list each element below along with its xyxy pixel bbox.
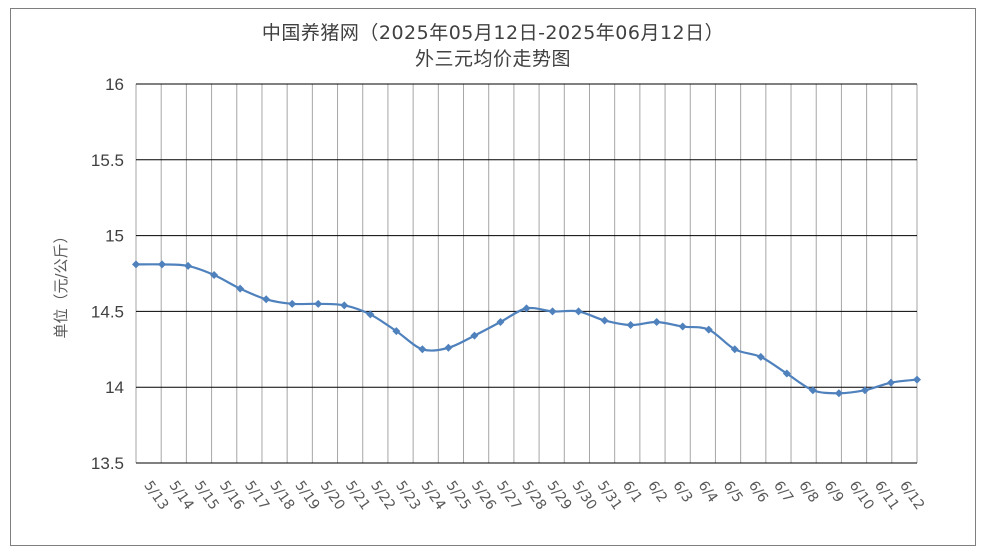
data-point-marker: [522, 304, 531, 313]
x-tick-label: 5/15: [191, 478, 222, 513]
x-tick-label: 5/28: [518, 478, 549, 513]
data-point-marker: [158, 260, 167, 269]
chart-title-line2: 外三元均价走势图: [414, 48, 571, 70]
x-tick-label: 6/3: [669, 478, 695, 506]
data-point-marker: [756, 352, 765, 361]
x-tick-label: 5/16: [216, 478, 247, 513]
grid-lines: [135, 83, 918, 464]
data-point-marker: [704, 325, 713, 334]
x-tick-label: 6/5: [720, 478, 746, 506]
data-point-marker: [548, 307, 557, 316]
y-tick-label: 14: [105, 378, 124, 397]
x-tick-label: 5/18: [266, 478, 297, 513]
data-point-marker: [574, 307, 583, 316]
x-tick-label: 6/2: [644, 478, 670, 506]
data-point-marker: [860, 386, 869, 395]
data-point-marker: [730, 345, 739, 354]
data-point-marker: [236, 284, 245, 293]
series-layer: [132, 260, 921, 398]
chart-frame: [10, 8, 976, 546]
data-point-marker: [652, 318, 661, 327]
x-tick-label: 5/19: [291, 478, 322, 513]
x-tick-label: 6/11: [871, 478, 902, 513]
x-tick-label: 5/27: [493, 478, 524, 513]
x-tick-label: 5/31: [594, 478, 625, 513]
data-point-marker: [496, 318, 505, 327]
data-point-marker: [913, 375, 921, 384]
data-point-marker: [340, 301, 349, 310]
data-point-marker: [626, 321, 635, 330]
x-tick-label: 5/23: [392, 478, 423, 513]
data-point-marker: [262, 295, 271, 304]
data-point-marker: [782, 369, 791, 378]
data-point-marker: [600, 316, 609, 325]
data-point-marker: [444, 343, 453, 352]
y-axis-ticks: 13.5 14 14.5 15 15.5 16: [91, 75, 124, 473]
data-point-marker: [210, 271, 219, 280]
x-tick-label: 6/12: [896, 478, 927, 513]
data-point-marker: [470, 331, 479, 340]
data-point-marker: [184, 261, 193, 270]
y-tick-label: 15: [105, 227, 124, 246]
x-tick-label: 6/10: [846, 478, 877, 513]
data-point-marker: [288, 299, 297, 308]
y-axis-label: 单位（元/公斤）: [52, 228, 70, 338]
x-tick-label: 6/4: [695, 478, 721, 506]
data-point-marker: [834, 389, 843, 398]
chart-title-line1: 中国养猪网（2025年05月12日-2025年06月12日）: [261, 22, 725, 44]
series-line: [135, 263, 918, 395]
x-tick-label: 6/8: [795, 478, 821, 506]
data-point-marker: [392, 327, 401, 336]
data-point-marker: [132, 260, 140, 269]
x-tick-label: 5/24: [417, 478, 448, 513]
data-point-marker: [418, 345, 427, 354]
data-point-marker: [314, 299, 323, 308]
x-tick-label: 6/7: [770, 478, 796, 506]
x-tick-label: 5/25: [443, 478, 474, 513]
data-point-marker: [678, 322, 687, 331]
x-tick-label: 5/22: [367, 478, 398, 513]
x-tick-label: 5/30: [569, 478, 600, 513]
x-tick-label: 5/29: [543, 478, 574, 513]
x-tick-label: 5/20: [317, 478, 348, 513]
y-tick-label: 15.5: [91, 151, 124, 170]
x-tick-label: 5/17: [241, 478, 272, 513]
x-tick-label: 5/14: [166, 478, 197, 513]
x-tick-label: 6/9: [821, 478, 847, 506]
data-point-marker: [808, 386, 817, 395]
x-tick-label: 5/13: [140, 478, 171, 513]
y-tick-label: 13.5: [91, 454, 124, 473]
data-point-marker: [366, 310, 375, 319]
x-axis-ticks: 5/135/145/155/165/175/185/195/205/215/22…: [140, 478, 927, 513]
x-tick-label: 5/21: [342, 478, 373, 513]
y-tick-label: 14.5: [91, 302, 124, 321]
y-tick-label: 16: [105, 75, 124, 94]
data-point-marker: [886, 378, 895, 387]
x-tick-label: 5/26: [468, 478, 499, 513]
x-tick-label: 6/6: [745, 478, 771, 506]
